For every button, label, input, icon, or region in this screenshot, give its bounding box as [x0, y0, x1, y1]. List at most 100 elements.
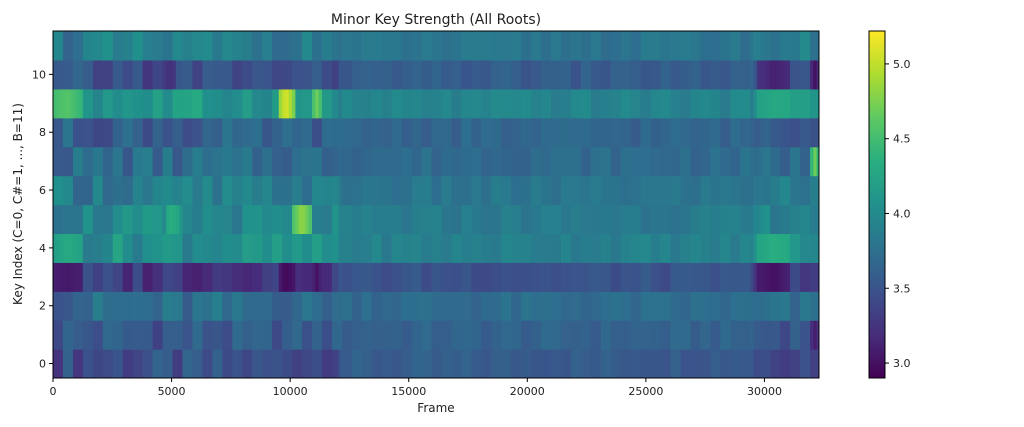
heatmap-cell — [149, 349, 154, 378]
heatmap-cell — [740, 320, 745, 350]
heatmap-cell — [388, 146, 393, 177]
heatmap-cell — [597, 88, 602, 119]
heatmap-cell — [700, 233, 705, 263]
heatmap-cell — [763, 88, 768, 119]
heatmap-cell — [142, 291, 147, 321]
heatmap-cell — [567, 117, 572, 148]
heatmap-cell — [368, 146, 373, 177]
heatmap-cell — [62, 233, 67, 263]
heatmap-cell — [129, 262, 134, 292]
heatmap-cell — [122, 204, 127, 235]
heatmap-cell — [355, 320, 360, 350]
heatmap-cell — [331, 204, 336, 235]
heatmap-cell — [773, 291, 778, 321]
heatmap-cell — [773, 320, 778, 350]
heatmap-cell — [710, 59, 715, 90]
heatmap-cell — [707, 88, 711, 119]
heatmap-cell — [192, 320, 197, 350]
heatmap-cell — [182, 31, 187, 61]
heatmap-cell — [756, 59, 761, 90]
heatmap-cell — [677, 117, 682, 148]
heatmap-cell — [504, 291, 509, 321]
heatmap-cell — [687, 59, 692, 90]
heatmap-cell — [756, 291, 761, 321]
heatmap-cell — [365, 59, 370, 90]
heatmap-cell — [189, 204, 194, 235]
heatmap-cell — [726, 59, 731, 90]
heatmap-cell — [129, 31, 134, 61]
heatmap-cell — [507, 204, 512, 235]
heatmap-cell — [378, 320, 383, 350]
heatmap-cell — [451, 349, 456, 378]
heatmap-cell — [570, 262, 575, 292]
heatmap-cell — [338, 320, 343, 350]
heatmap-cell — [448, 117, 453, 148]
heatmap-cell — [590, 349, 595, 378]
heatmap-cell — [780, 291, 785, 321]
heatmap-cell — [292, 291, 296, 321]
heatmap-cell — [531, 262, 536, 292]
heatmap-cell — [491, 349, 496, 378]
heatmap-cell — [494, 349, 499, 378]
heatmap-cell — [776, 349, 781, 378]
heatmap-cell — [305, 146, 310, 177]
heatmap-cell — [703, 233, 708, 263]
heatmap-cell — [228, 88, 233, 119]
heatmap-cell — [318, 349, 323, 378]
heatmap-cell — [89, 204, 94, 235]
heatmap-cell — [268, 204, 273, 235]
heatmap-cell — [172, 59, 177, 90]
heatmap-cell — [554, 146, 559, 177]
heatmap-cell — [72, 233, 77, 263]
heatmap-cell — [136, 320, 140, 350]
heatmap-cell — [245, 204, 250, 235]
heatmap-cell — [305, 291, 310, 321]
heatmap-cell — [285, 349, 290, 378]
heatmap-cell — [813, 204, 818, 235]
heatmap-cell — [62, 204, 67, 235]
heatmap-cell — [471, 349, 476, 378]
heatmap-cell — [365, 117, 370, 148]
heatmap-cell — [587, 117, 592, 148]
heatmap-cell — [657, 204, 662, 235]
heatmap-cell — [809, 88, 814, 119]
heatmap-cell — [594, 59, 599, 90]
heatmap-cell — [394, 349, 399, 378]
heatmap-cell — [574, 204, 579, 235]
heatmap-cell — [338, 31, 343, 61]
heatmap-cell — [59, 233, 64, 263]
heatmap-cell — [212, 175, 217, 206]
heatmap-cell — [597, 59, 602, 90]
heatmap-cell — [424, 320, 429, 350]
heatmap-cell — [96, 204, 101, 235]
heatmap-cell — [388, 31, 393, 61]
heatmap-cell — [99, 117, 104, 148]
heatmap-cell — [564, 88, 569, 119]
heatmap-cell — [179, 31, 184, 61]
heatmap-cell — [92, 117, 97, 148]
heatmap-cell — [165, 146, 170, 177]
heatmap-cell — [434, 291, 439, 321]
heatmap-cell — [690, 88, 695, 119]
heatmap-cell — [693, 291, 698, 321]
heatmap-cell — [750, 349, 755, 378]
heatmap-cell — [335, 233, 340, 263]
heatmap-cell — [348, 117, 353, 148]
heatmap-cell — [321, 175, 326, 206]
heatmap-cell — [507, 320, 512, 350]
heatmap-cell — [650, 262, 655, 292]
heatmap-cell — [385, 59, 389, 90]
heatmap-cell — [733, 31, 738, 61]
heatmap-cell — [365, 291, 370, 321]
heatmap-cell — [215, 117, 220, 148]
heatmap-cell — [56, 59, 61, 90]
heatmap-cell — [308, 320, 313, 350]
heatmap-cell — [800, 204, 804, 235]
heatmap-cell — [79, 204, 84, 235]
heatmap-cell — [783, 117, 788, 148]
heatmap-cell — [325, 31, 330, 61]
heatmap-cell — [444, 349, 449, 378]
heatmap-cell — [441, 31, 446, 61]
heatmap-cell — [809, 291, 814, 321]
heatmap-cell — [551, 262, 555, 292]
